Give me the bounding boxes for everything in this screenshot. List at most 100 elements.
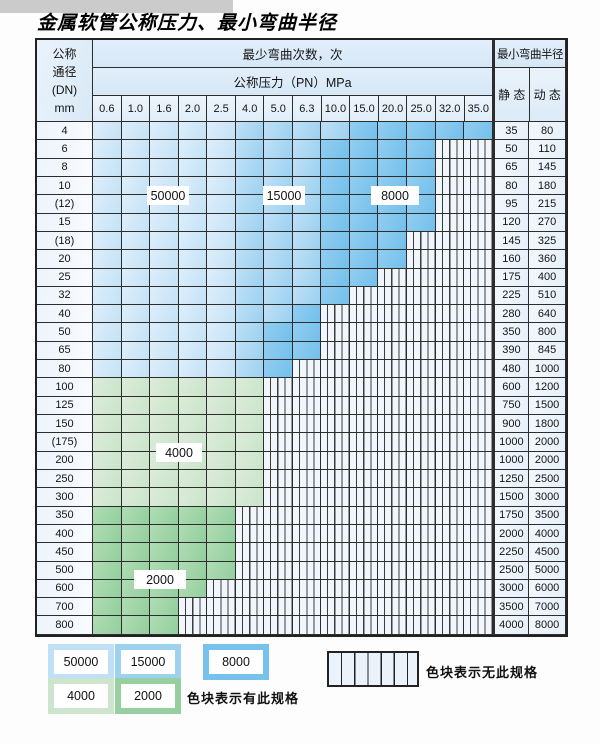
no-spec-cell bbox=[435, 451, 465, 470]
spec-cell-2000 bbox=[93, 598, 122, 617]
spec-cell-2000 bbox=[150, 598, 179, 617]
min-bend-radius-header: 最小弯曲半径 bbox=[493, 40, 566, 68]
no-spec-cell bbox=[407, 396, 436, 415]
spec-cell-15000 bbox=[292, 231, 322, 251]
no-spec-cell bbox=[292, 616, 322, 635]
no-spec-cell bbox=[349, 469, 379, 489]
spec-cell-50000 bbox=[178, 250, 208, 269]
spec-cell-15000 bbox=[292, 140, 322, 159]
spec-cell-50000 bbox=[207, 323, 236, 342]
dynamic-radius-cell: 845 bbox=[529, 341, 566, 361]
no-spec-cell bbox=[464, 561, 493, 580]
spec-cell-8000 bbox=[407, 213, 436, 232]
spec-cell-50000 bbox=[178, 286, 208, 306]
dynamic-radius-cell: 3500 bbox=[529, 506, 566, 525]
table-row-dn-500: 500 2500 5000 bbox=[37, 561, 566, 580]
pressure-col-header: 5.0 bbox=[264, 96, 294, 122]
table-row-dn-300: 300 1500 3000 bbox=[37, 488, 566, 507]
no-spec-cell bbox=[292, 506, 322, 525]
spec-cell-4000 bbox=[235, 469, 265, 489]
pressure-col-header: 0.6 bbox=[93, 96, 122, 122]
static-radius-cell: 145 bbox=[492, 231, 530, 251]
dynamic-radius-cell: 110 bbox=[529, 140, 566, 159]
radius-header-block: 最小弯曲半径 静 态 动 态 bbox=[493, 40, 566, 122]
spec-cell-50000 bbox=[93, 323, 122, 342]
no-spec-cell bbox=[378, 524, 408, 544]
no-spec-cell bbox=[464, 524, 493, 544]
static-radius-cell: 65 bbox=[492, 158, 530, 177]
dn-cell: 700 bbox=[37, 598, 93, 617]
cycles-label-50000: 50000 bbox=[147, 186, 189, 205]
no-spec-cell bbox=[264, 488, 293, 507]
spec-cell-50000 bbox=[121, 140, 151, 159]
spec-cell-2000 bbox=[121, 506, 151, 525]
no-spec-cell bbox=[464, 469, 493, 489]
no-spec-cell bbox=[264, 598, 293, 617]
dn-cell: 350 bbox=[37, 506, 93, 525]
no-spec-cell bbox=[407, 286, 436, 306]
spec-cell-4000 bbox=[93, 469, 122, 489]
no-spec-cell bbox=[349, 524, 379, 544]
table-row-dn-200: 200 1000 2000 bbox=[37, 451, 566, 470]
static-radius-cell: 280 bbox=[492, 305, 530, 324]
static-column-header: 静 态 bbox=[493, 68, 530, 122]
spec-cell-4000 bbox=[178, 378, 208, 397]
spec-cell-8000 bbox=[378, 213, 408, 232]
static-radius-cell: 3000 bbox=[492, 579, 530, 599]
spec-cell-50000 bbox=[121, 122, 151, 141]
legend-swatch-50000: 50000 bbox=[48, 644, 114, 680]
legend: 50000 15000 8000 4000 2000 色块表示有此规格 色块表示… bbox=[0, 640, 600, 720]
spec-cell-8000 bbox=[321, 158, 350, 177]
spec-cell-8000 bbox=[349, 140, 379, 159]
spec-cell-15000 bbox=[292, 122, 322, 141]
legend-no-spec-swatch bbox=[327, 651, 419, 687]
dynamic-radius-cell: 510 bbox=[529, 286, 566, 306]
spec-cell-8000 bbox=[378, 250, 408, 269]
no-spec-cell bbox=[264, 396, 293, 415]
spec-cell-4000 bbox=[121, 415, 151, 434]
spec-cell-15000 bbox=[235, 195, 265, 214]
spec-cell-50000 bbox=[93, 176, 122, 196]
spec-cell-8000 bbox=[378, 140, 408, 159]
no-spec-cell bbox=[207, 579, 236, 599]
no-spec-cell bbox=[207, 616, 236, 635]
no-spec-cell bbox=[407, 378, 436, 397]
spec-cell-50000 bbox=[207, 195, 236, 214]
spec-cell-50000 bbox=[93, 231, 122, 251]
spec-cell-8000 bbox=[321, 140, 350, 159]
spec-cell-8000 bbox=[378, 158, 408, 177]
spec-cell-50000 bbox=[150, 140, 179, 159]
static-radius-cell: 95 bbox=[492, 195, 530, 214]
spec-cell-4000 bbox=[93, 396, 122, 415]
dn-cell: 300 bbox=[37, 488, 93, 507]
no-spec-cell bbox=[435, 506, 465, 525]
no-spec-cell bbox=[292, 451, 322, 470]
spec-cell-50000 bbox=[93, 195, 122, 214]
spec-cell-15000 bbox=[264, 268, 293, 287]
static-radius-cell: 175 bbox=[492, 268, 530, 287]
no-spec-cell bbox=[264, 506, 293, 525]
pressure-col-header: 1.0 bbox=[121, 96, 151, 122]
no-spec-cell bbox=[407, 341, 436, 361]
spec-cell-4000 bbox=[207, 433, 236, 452]
no-spec-cell bbox=[321, 323, 350, 342]
table-row-dn-700: 700 3500 7000 bbox=[37, 598, 566, 617]
static-dynamic-header-row: 静 态 动 态 bbox=[493, 68, 566, 122]
no-spec-cell bbox=[435, 579, 465, 599]
spec-cell-50000 bbox=[207, 341, 236, 361]
spec-cell-50000 bbox=[178, 360, 208, 379]
no-spec-cell bbox=[349, 305, 379, 324]
no-spec-cell bbox=[378, 488, 408, 507]
dn-cell: 4 bbox=[37, 122, 93, 141]
spec-cell-50000 bbox=[178, 213, 208, 232]
pressure-col-header: 10.0 bbox=[321, 96, 351, 122]
spec-cell-15000 bbox=[235, 250, 265, 269]
no-spec-cell bbox=[464, 543, 493, 562]
no-spec-cell bbox=[349, 616, 379, 635]
table-row-dn-450: 450 2250 4500 bbox=[37, 543, 566, 562]
dn-cell: 500 bbox=[37, 561, 93, 580]
dn-column-header: 公称 通径 (DN) mm bbox=[37, 40, 93, 122]
cycles-label-15000: 15000 bbox=[263, 186, 305, 205]
dn-cell: 250 bbox=[37, 469, 93, 489]
no-spec-cell bbox=[321, 561, 350, 580]
